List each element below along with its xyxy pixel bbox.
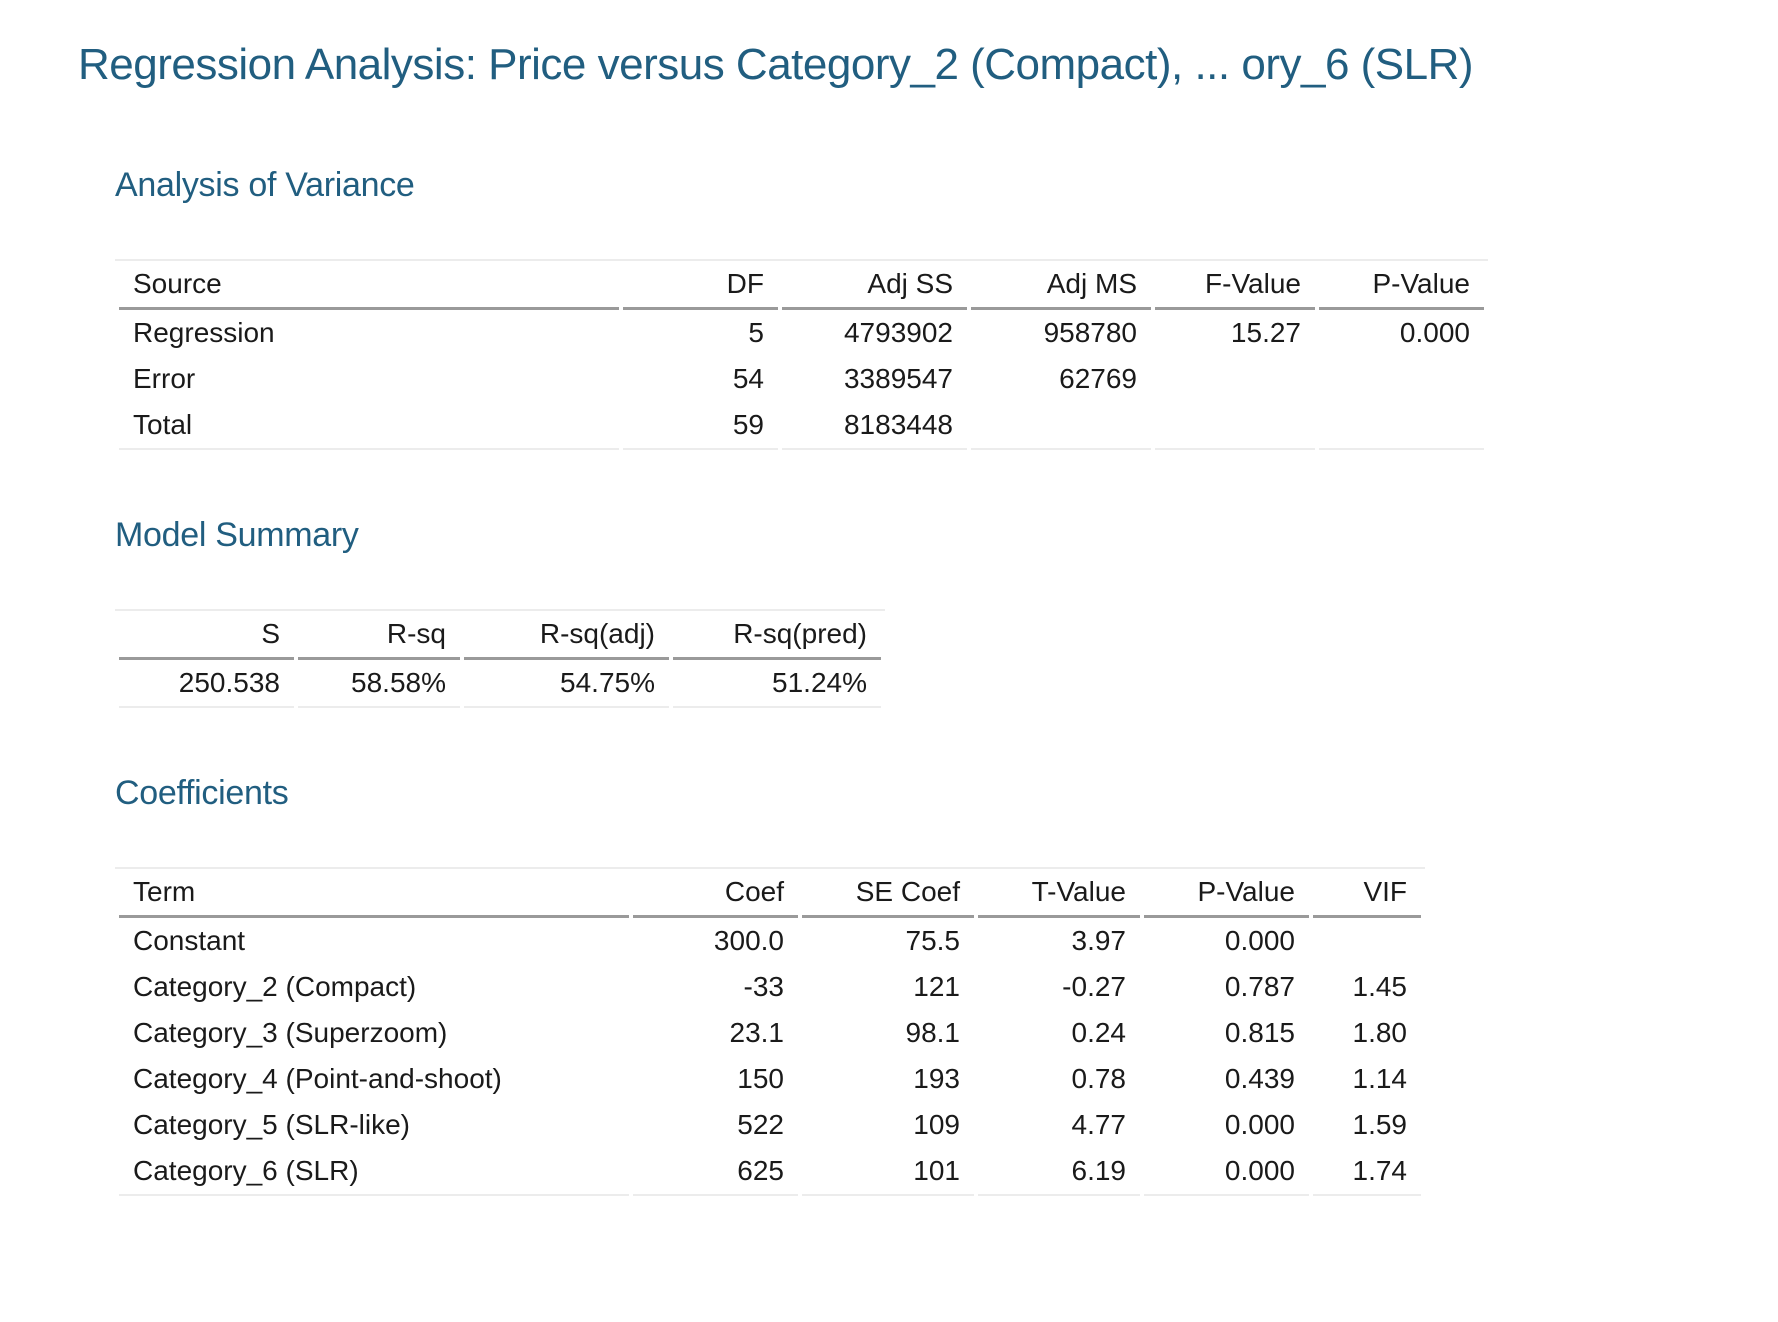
table-cell: 1.74 — [1313, 1148, 1421, 1196]
table-cell: 625 — [633, 1148, 798, 1196]
table-cell: 1.80 — [1352, 1017, 1408, 1048]
column-header: Term — [119, 869, 629, 918]
table-cell: 1.45 — [1352, 971, 1408, 1002]
table-cell: 58.58% — [298, 660, 460, 708]
column-header: R-sq — [298, 611, 460, 660]
table-cell: 54 — [732, 363, 764, 394]
table-cell — [1319, 356, 1484, 402]
table-cell: 4793902 — [843, 317, 953, 348]
section-heading-coefficients: Coefficients — [115, 774, 289, 812]
table-cell: 193 — [913, 1063, 960, 1094]
table-cell: 0.000 — [1144, 1148, 1309, 1196]
table-cell — [1319, 402, 1484, 450]
column-header: DF — [623, 261, 778, 310]
output-pane: Regression Analysis: Price versus Catego… — [78, 40, 1778, 1196]
coefficients-table: Term Coef SE Coef T-Value P-Value VIF Constant… — [115, 867, 1425, 1196]
table-cell: Category_3 (Superzoom) — [133, 1017, 448, 1048]
section-heading-anova: Analysis of Variance — [115, 166, 415, 204]
table-row: Category_4 (Point-and-shoot) 150 193 0.78 0.… — [119, 1056, 1421, 1102]
table-cell: 51.24% — [673, 660, 881, 708]
table-row: Constant 300.0 75.5 3.97 0.000 — [119, 918, 1421, 964]
table-cell: 1.14 — [1352, 1063, 1408, 1094]
table-row: Category_2 (Compact) -33 121 -0.27 0.787 1.45 — [119, 964, 1421, 1010]
table-cell: 98.1 — [905, 1017, 961, 1048]
header-row: Term Coef SE Coef T-Value P-Value VIF — [119, 869, 1421, 918]
table-cell — [1313, 918, 1421, 964]
table-cell: Total — [119, 402, 619, 450]
table-cell: 0.000 — [1224, 1109, 1295, 1140]
table-cell: 0.000 — [1224, 925, 1295, 956]
column-header: SE Coef — [802, 869, 974, 918]
table-cell: 8183448 — [782, 402, 967, 450]
table-row: Total 59 8183448 — [119, 402, 1484, 450]
section-heading-model-summary: Model Summary — [115, 516, 359, 554]
table-cell: 0.78 — [1071, 1063, 1127, 1094]
table-row: Category_3 (Superzoom) 23.1 98.1 0.24 0.815 1… — [119, 1010, 1421, 1056]
table-cell: 0.439 — [1224, 1063, 1295, 1094]
table-row: 250.538 58.58% 54.75% 51.24% — [119, 660, 881, 708]
column-header: R-sq(pred) — [673, 611, 881, 660]
table-cell: Category_4 (Point-and-shoot) — [133, 1063, 502, 1094]
table-cell: 250.538 — [119, 660, 294, 708]
table-row: Category_5 (SLR-like) 522 109 4.77 0.000 1.59 — [119, 1102, 1421, 1148]
column-header: Coef — [633, 869, 798, 918]
table-cell: 109 — [913, 1109, 960, 1140]
column-header: S — [119, 611, 294, 660]
table-cell: 4.77 — [1071, 1109, 1127, 1140]
table-cell: -0.27 — [1062, 971, 1126, 1002]
table-cell: 3.97 — [1071, 925, 1127, 956]
table-cell: 59 — [623, 402, 778, 450]
table-cell: 0.000 — [1399, 317, 1470, 348]
column-header: F-Value — [1155, 261, 1315, 310]
coefficients-section: Coefficients Term Coef SE Coef T-Value P-Val… — [115, 774, 1778, 1196]
page-title: Regression Analysis: Price versus Catego… — [78, 40, 1474, 89]
anova-section: Analysis of Variance Source DF Adj SS Adj M… — [115, 166, 1778, 450]
table-cell: Category_5 (SLR-like) — [133, 1109, 410, 1140]
model-summary-section: Model Summary S R-sq R-sq(adj) R-sq(pred) 25… — [115, 516, 1778, 708]
table-cell: Error — [133, 363, 196, 394]
table-cell: 23.1 — [729, 1017, 785, 1048]
table-cell: 101 — [802, 1148, 974, 1196]
table-cell: 6.19 — [978, 1148, 1140, 1196]
table-cell — [971, 402, 1151, 450]
column-header: R-sq(adj) — [464, 611, 669, 660]
table-cell: 62769 — [1059, 363, 1137, 394]
table-cell: 121 — [913, 971, 960, 1002]
column-header: P-Value — [1319, 261, 1484, 310]
table-cell: Category_6 (SLR) — [119, 1148, 629, 1196]
table-row: Error 54 3389547 62769 — [119, 356, 1484, 402]
table-cell: 300.0 — [713, 925, 784, 956]
table-cell: 15.27 — [1230, 317, 1301, 348]
table-cell: 5 — [748, 317, 764, 348]
table-cell: 3389547 — [843, 363, 953, 394]
table-row: Regression 5 4793902 958780 15.27 0.000 — [119, 310, 1484, 356]
table-cell: 522 — [737, 1109, 784, 1140]
table-cell: 0.815 — [1224, 1017, 1295, 1048]
table-cell: 150 — [737, 1063, 784, 1094]
table-cell: 0.24 — [1071, 1017, 1127, 1048]
table-cell: 1.59 — [1352, 1109, 1408, 1140]
table-cell: -33 — [743, 971, 784, 1002]
table-cell: 75.5 — [905, 925, 961, 956]
table-row: Category_6 (SLR) 625 101 6.19 0.000 1.74 — [119, 1148, 1421, 1196]
table-cell: 958780 — [1043, 317, 1137, 348]
model-summary-table: S R-sq R-sq(adj) R-sq(pred) 250.538 58.58% 54.… — [115, 609, 885, 708]
table-cell: 54.75% — [464, 660, 669, 708]
table-cell — [1155, 402, 1315, 450]
column-header: T-Value — [978, 869, 1140, 918]
column-header: Adj MS — [971, 261, 1151, 310]
table-cell: Category_2 (Compact) — [133, 971, 417, 1002]
table-cell: Regression — [133, 317, 275, 348]
table-cell — [1155, 356, 1315, 402]
column-header: Source — [119, 261, 619, 310]
table-cell: 0.787 — [1224, 971, 1295, 1002]
table-cell: Constant — [133, 925, 246, 956]
column-header: VIF — [1313, 869, 1421, 918]
anova-table: Source DF Adj SS Adj MS F-Value P-Value Regres… — [115, 259, 1488, 450]
column-header: P-Value — [1144, 869, 1309, 918]
header-row: S R-sq R-sq(adj) R-sq(pred) — [119, 611, 881, 660]
header-row: Source DF Adj SS Adj MS F-Value P-Value — [119, 261, 1484, 310]
column-header: Adj SS — [782, 261, 967, 310]
